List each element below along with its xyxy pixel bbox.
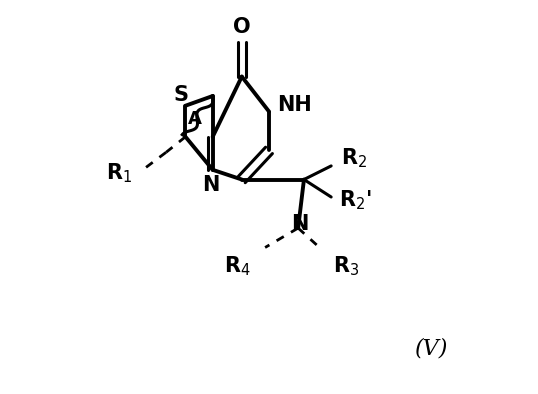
Text: R$_4$: R$_4$ xyxy=(224,255,251,278)
Text: O: O xyxy=(233,17,251,37)
Text: N: N xyxy=(202,175,220,195)
Text: NH: NH xyxy=(277,95,312,115)
Text: R$_2$': R$_2$' xyxy=(339,188,372,212)
Text: R$_3$: R$_3$ xyxy=(333,255,359,278)
Text: A: A xyxy=(188,110,202,128)
Text: (V): (V) xyxy=(415,338,449,359)
Text: R$_2$: R$_2$ xyxy=(341,146,367,170)
Text: S: S xyxy=(173,85,188,105)
Text: R$_1$: R$_1$ xyxy=(107,162,132,186)
Text: N: N xyxy=(292,214,309,234)
